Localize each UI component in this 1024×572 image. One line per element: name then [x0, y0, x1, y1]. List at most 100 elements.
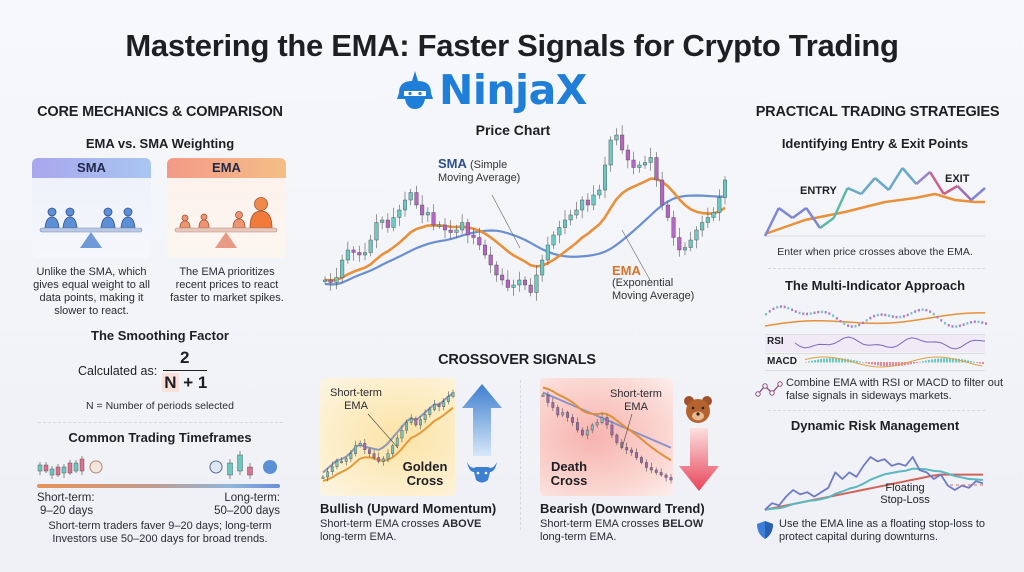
macd-bar: [946, 358, 948, 363]
sma-annotation-label: SMA: [438, 156, 467, 171]
page-title: Mastering the EMA: Faster Signals for Cr…: [125, 28, 899, 63]
mini-candle: [876, 313, 879, 317]
mini-candle: [966, 322, 969, 325]
candle: [386, 453, 390, 459]
bearish-description: Short-term EMA crosses BELOW long-term EM…: [540, 518, 740, 544]
multi-indicator-title: The Multi-Indicator Approach: [784, 278, 966, 293]
macd-label: MACD: [767, 356, 797, 367]
logo: NinjaX: [395, 66, 587, 114]
down-arrow-icon: [679, 428, 719, 491]
macd-bar: [952, 358, 954, 363]
candle: [643, 162, 648, 166]
candle: [597, 189, 602, 196]
bullish-description: Short-term EMA crosses ABOVE long-term EM…: [320, 518, 518, 544]
short-term-pointer: [621, 413, 633, 449]
candle: [402, 199, 407, 211]
mini-candle: [820, 310, 823, 314]
candle: [608, 139, 613, 166]
bearish-heading: Bearish (Downward Trend): [540, 501, 705, 516]
mini-candle: [824, 311, 827, 314]
candle: [237, 454, 243, 472]
candle: [640, 457, 643, 463]
candle: [620, 134, 625, 151]
candle: [349, 453, 353, 459]
mini-candle: [880, 313, 883, 316]
price-segment: [860, 177, 876, 195]
macd-bar: [913, 362, 915, 364]
candle: [644, 462, 648, 468]
macd-bar: [904, 362, 906, 366]
equal-weight-scale-icon: [39, 207, 143, 248]
bull-icon: [467, 462, 497, 483]
section-title-strategies: PRACTICAL TRADING STRATEGIES: [755, 104, 1000, 120]
floating-stop-loss-label: Floating Stop-Loss: [880, 482, 930, 506]
candle: [580, 199, 585, 211]
candle: [442, 224, 447, 231]
candle: [605, 417, 609, 426]
mini-candle: [973, 320, 976, 323]
macd-bar: [928, 359, 930, 363]
ninja-helmet-icon: [397, 71, 433, 109]
candle: [660, 179, 665, 206]
candle: [557, 227, 562, 236]
ema-card-label: EMA: [167, 158, 286, 178]
candle: [723, 179, 728, 198]
mini-candle: [772, 307, 775, 311]
macd-bar: [979, 362, 981, 364]
ema-annotation-sub: (Exponential: [612, 277, 674, 289]
candle: [505, 279, 510, 288]
timeframes-caption: Short-term traders faver 9–20 days; long…: [48, 520, 272, 545]
candle: [551, 234, 556, 246]
candle: [711, 212, 716, 218]
candle: [556, 407, 560, 416]
candle: [585, 199, 590, 206]
candle: [545, 244, 550, 261]
death-short-term-label: Short-term EMA: [610, 388, 662, 413]
candle: [423, 414, 427, 420]
candle: [614, 134, 619, 141]
macd-bar: [916, 362, 918, 363]
candle: [610, 424, 614, 436]
macd-bar: [970, 360, 972, 363]
logo-text: NinjaX: [439, 66, 587, 114]
candle: [420, 204, 425, 216]
macd-bar: [805, 362, 807, 363]
price-chart: [323, 125, 728, 301]
candle: [454, 229, 459, 233]
candle: [405, 422, 408, 431]
candle: [630, 449, 634, 453]
mini-candle: [958, 324, 961, 328]
mini-candle: [895, 315, 898, 319]
candle: [419, 419, 422, 426]
price-segment: [943, 184, 959, 196]
macd-bar: [964, 359, 966, 363]
candle: [357, 252, 362, 256]
candle: [442, 401, 446, 408]
price-segment: [915, 171, 931, 185]
candle: [448, 229, 453, 233]
mini-candle: [921, 308, 924, 311]
bullish-text: Short-term EMA crosses: [320, 518, 443, 530]
candle: [665, 204, 670, 218]
candle: [637, 164, 642, 168]
sma-pointer: [491, 194, 521, 249]
macd-bar: [919, 361, 921, 363]
candle: [717, 197, 722, 213]
candle: [631, 159, 636, 168]
macd-bar: [838, 358, 840, 363]
up-arrow-icon: [462, 384, 502, 456]
bearish-text-2: long-term EMA.: [540, 531, 617, 543]
golden-cross-chart: [321, 389, 455, 482]
candle: [43, 464, 49, 472]
mini-candle: [768, 310, 771, 313]
candle: [511, 284, 516, 288]
macd-bar: [934, 358, 936, 363]
candle: [494, 264, 499, 276]
candle: [694, 229, 699, 241]
candle: [488, 254, 493, 266]
mini-candle: [765, 313, 767, 316]
multi-indicator-caption: Combine EMA with RSI or MACD to filter o…: [786, 377, 1004, 402]
macd-bar: [856, 360, 858, 363]
sma-description: Unlike the SMA, which gives equal weight…: [33, 266, 150, 317]
candle: [428, 409, 432, 415]
